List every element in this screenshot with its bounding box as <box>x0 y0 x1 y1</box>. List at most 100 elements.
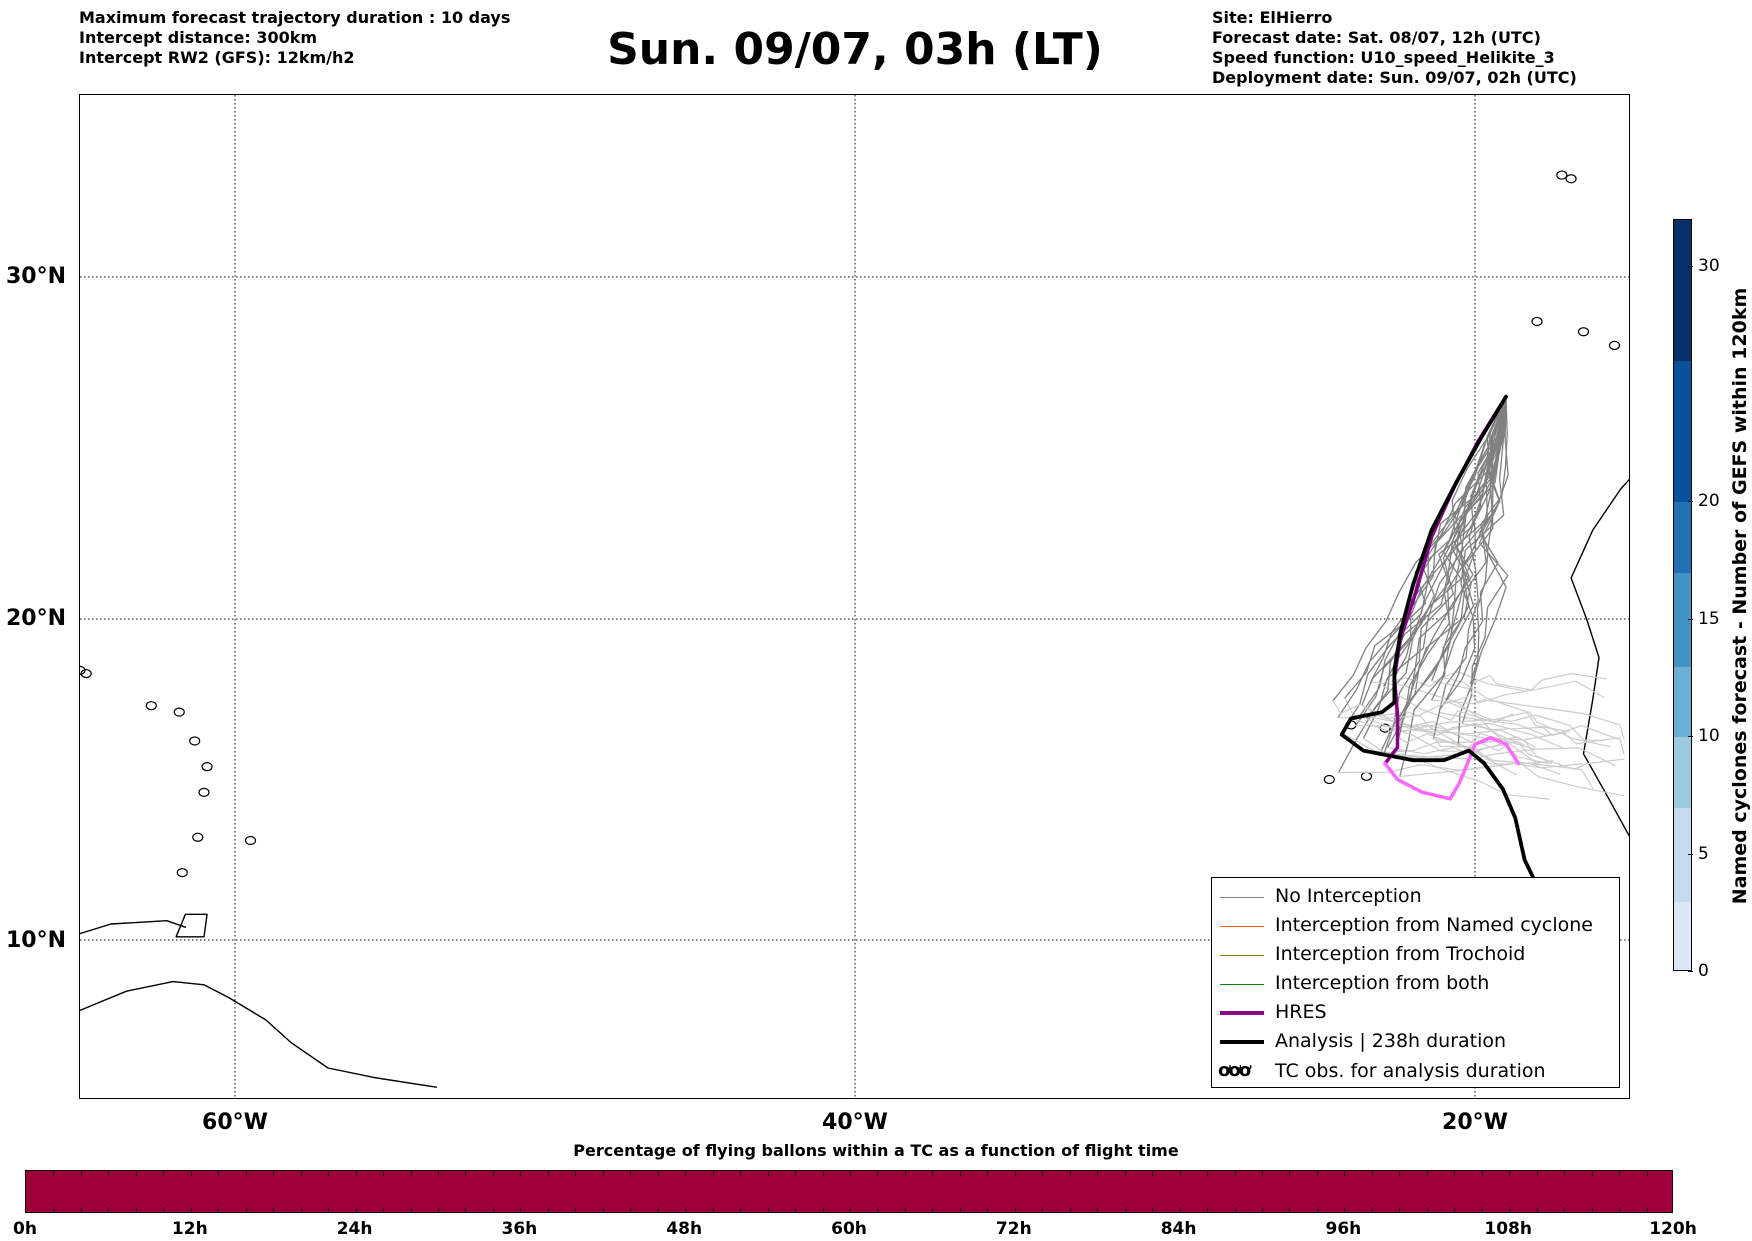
late-trajectory <box>1361 704 1517 776</box>
late-trajectory <box>1438 711 1622 745</box>
ensemble-trajectory <box>1444 396 1507 702</box>
legend-label: Interception from Trochoid <box>1275 943 1526 965</box>
flight-bar-minor-tick <box>218 1207 220 1212</box>
flight-bar-minor-tick <box>850 1207 851 1212</box>
island <box>80 665 86 675</box>
flight-bar-minor-tick <box>383 1207 385 1212</box>
flight-time-tick-label: 60h <box>831 1219 867 1239</box>
colorbar-segment <box>1674 666 1691 737</box>
flight-bar-minor-tick <box>1536 1171 1538 1176</box>
flight-bar-minor-tick <box>410 1207 412 1212</box>
flight-bar-minor-tick <box>795 1207 797 1212</box>
lat-label-20n: 20°N <box>5 606 66 631</box>
flight-bar-minor-tick <box>1152 1171 1154 1176</box>
flight-bar-minor-tick <box>80 1171 82 1176</box>
flight-bar-minor-tick <box>1591 1171 1593 1176</box>
flight-bar-minor-tick <box>1399 1207 1401 1212</box>
flight-time-bar <box>25 1170 1673 1213</box>
flight-bar-minor-tick <box>465 1171 467 1176</box>
lat-label-10n: 10°N <box>5 928 66 953</box>
hres-late-track <box>1383 736 1521 801</box>
colorbar-segment <box>1674 220 1691 361</box>
coastline <box>175 913 208 938</box>
flight-bar-minor-tick <box>108 1171 110 1176</box>
flight-bar-minor-tick <box>657 1171 659 1176</box>
legend-both: Interception from both <box>1212 970 1619 999</box>
ensemble-trajectory <box>1365 396 1507 720</box>
island <box>1556 170 1568 180</box>
flight-bar-minor-tick <box>767 1207 769 1212</box>
flight-bar-minor-tick <box>932 1207 934 1212</box>
flight-bar-minor-tick <box>383 1171 385 1176</box>
flight-bar-minor-tick <box>438 1171 439 1176</box>
coastline <box>80 980 438 1088</box>
ensemble-trajectory <box>1337 396 1507 719</box>
flight-bar-minor-tick <box>355 1171 357 1176</box>
intercept-distance-text: Intercept distance: 300km <box>79 28 318 47</box>
flight-bar-minor-tick <box>1399 1171 1401 1176</box>
flight-bar-minor-tick <box>547 1207 549 1212</box>
flight-bar-minor-tick <box>1371 1207 1373 1212</box>
flight-bar-minor-tick <box>547 1171 549 1176</box>
flight-bar-minor-tick <box>328 1171 330 1176</box>
late-trajectory <box>1399 762 1624 797</box>
legend-label: Interception from both <box>1275 972 1490 994</box>
flight-bar-minor-tick <box>1619 1171 1621 1176</box>
flight-bar-minor-tick <box>53 1207 55 1212</box>
forecast-date-text: Forecast date: Sat. 08/07, 12h (UTC) <box>1212 28 1541 47</box>
ensemble-trajectory <box>1398 396 1507 739</box>
flight-bar-minor-tick <box>712 1207 714 1212</box>
island <box>1608 340 1621 350</box>
flight-bar-minor-tick <box>740 1207 742 1212</box>
ensemble-trajectory <box>1332 396 1507 702</box>
flight-bar-minor-tick <box>80 1207 82 1212</box>
flight-bar-minor-tick <box>163 1171 165 1176</box>
run-info: Maximum forecast trajectory duration : 1… <box>79 8 510 68</box>
island <box>201 762 213 772</box>
analysis-track <box>1339 394 1539 888</box>
flight-bar-minor-tick <box>438 1207 439 1212</box>
ensemble-trajectory <box>1432 396 1507 740</box>
flight-bar-minor-tick <box>190 1171 192 1176</box>
flight-bar-minor-tick <box>712 1171 714 1176</box>
flight-bar-minor-tick <box>932 1171 934 1176</box>
flight-bar-minor-tick <box>520 1171 522 1176</box>
cyclone-colorbar <box>1673 219 1692 971</box>
flight-bar-minor-tick <box>1454 1207 1456 1212</box>
flight-time-tick-label: 108h <box>1484 1219 1532 1239</box>
lon-label-60w: 60°W <box>202 1110 268 1135</box>
flight-bar-minor-tick <box>53 1171 55 1176</box>
flight-bar-minor-tick <box>1591 1207 1593 1212</box>
flight-bar-minor-tick <box>492 1207 494 1212</box>
flight-bar-minor-tick <box>1262 1207 1263 1212</box>
flight-bar-minor-tick <box>602 1171 604 1176</box>
site-text: Site: ElHierro <box>1212 8 1333 27</box>
flight-bar-minor-tick <box>245 1171 247 1176</box>
colorbar-segment <box>1674 807 1691 902</box>
flight-time-tick-label: 72h <box>995 1219 1032 1239</box>
colorbar-tick-mark <box>1688 618 1693 620</box>
lon-label-20w: 20°W <box>1442 1110 1508 1135</box>
flight-bar-minor-tick <box>822 1171 824 1176</box>
flight-bar-minor-tick <box>1042 1207 1044 1212</box>
late-trajectory <box>1431 680 1605 704</box>
legend-label: Interception from Named cyclone <box>1275 914 1593 936</box>
flight-bar-minor-tick <box>1646 1171 1648 1176</box>
flight-time-tick-label: 24h <box>336 1219 373 1239</box>
colorbar-title: Named cyclones forecast - Number of GEFS… <box>1729 287 1751 905</box>
island <box>1531 316 1543 327</box>
flight-bar-minor-tick <box>685 1207 687 1212</box>
flight-bar-minor-tick <box>877 1207 879 1212</box>
flight-bar-minor-tick <box>795 1171 797 1176</box>
flight-bar-minor-tick <box>1124 1171 1126 1176</box>
flight-time-tick-label: 48h <box>666 1219 703 1239</box>
flight-bar-minor-tick <box>575 1171 577 1176</box>
flight-bar-minor-tick <box>163 1207 165 1212</box>
colorbar-tick-mark <box>1688 266 1693 267</box>
flight-time-tick-label: 12h <box>171 1219 208 1239</box>
colorbar-segment <box>1674 502 1691 573</box>
flight-bar-minor-tick <box>1152 1207 1154 1212</box>
late-trajectory <box>1359 714 1567 750</box>
flight-bar-minor-tick <box>465 1207 467 1212</box>
legend-label: TC obs. for analysis duration <box>1275 1060 1546 1082</box>
